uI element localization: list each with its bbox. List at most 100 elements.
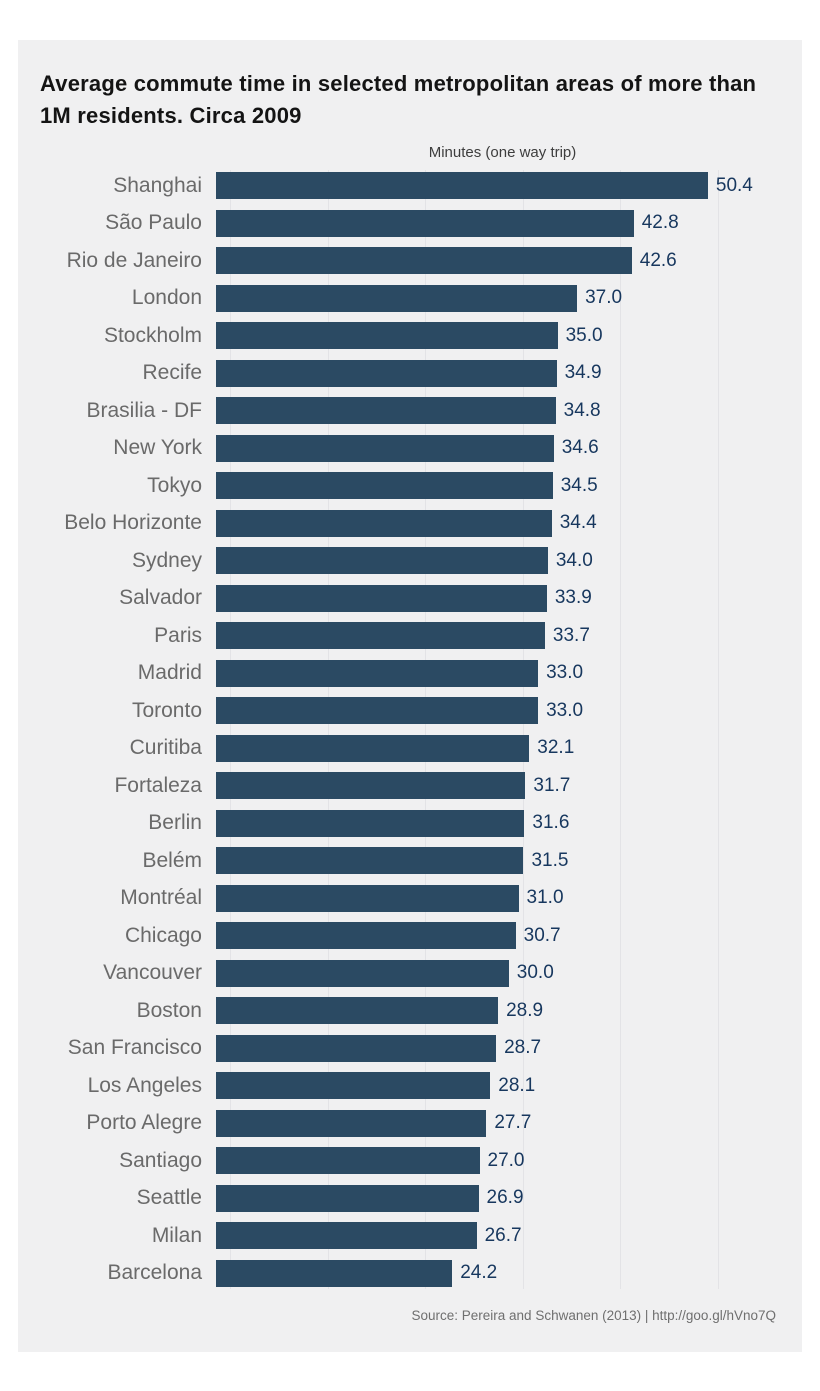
bar[interactable] — [216, 509, 552, 537]
bar[interactable] — [216, 922, 516, 950]
category-label: Toronto — [131, 698, 202, 722]
bar-track: 37.0 — [216, 279, 780, 317]
source-credit: Source: Pereira and Schwanen (2013) | ht… — [411, 1307, 777, 1323]
chart-row: Santiago 27.0 — [40, 1142, 780, 1180]
bar-track: 31.7 — [216, 767, 780, 805]
bar[interactable] — [216, 659, 539, 687]
chart-row: Curitiba 32.1 — [40, 729, 780, 767]
value-label: 31.5 — [531, 849, 569, 871]
bar[interactable] — [216, 209, 634, 237]
bar[interactable] — [216, 884, 519, 912]
category-label: San Francisco — [67, 1036, 202, 1060]
chart-row: Belo Horizonte 34.4 — [40, 504, 780, 542]
bar-track: 34.8 — [216, 392, 780, 430]
bar-track: 30.7 — [216, 917, 780, 955]
bar-track: 50.4 — [216, 167, 780, 205]
bar[interactable] — [216, 847, 524, 875]
bar[interactable] — [216, 172, 708, 200]
value-label: 28.1 — [498, 1074, 536, 1096]
chart-row: Fortaleza 31.7 — [40, 767, 780, 805]
chart-rows: Shanghai 50.4 São Paulo 42.8 Rio de Janeiro 4… — [40, 167, 780, 1292]
value-label: 31.7 — [533, 774, 571, 796]
category-label: Rio de Janeiro — [66, 248, 202, 272]
bar[interactable] — [216, 397, 556, 425]
category-label: Boston — [136, 998, 202, 1022]
bar[interactable] — [216, 809, 525, 837]
category-label: São Paulo — [105, 211, 202, 235]
category-label: Chicago — [124, 923, 202, 947]
bar[interactable] — [216, 1147, 480, 1175]
bar[interactable] — [216, 1072, 491, 1100]
chart-row: Montréal 31.0 — [40, 879, 780, 917]
bar-track: 24.2 — [216, 1254, 780, 1292]
bar[interactable] — [216, 434, 554, 462]
bar[interactable] — [216, 472, 553, 500]
chart-row: Los Angeles 28.1 — [40, 1067, 780, 1105]
value-label: 34.5 — [560, 474, 598, 496]
bar[interactable] — [216, 959, 509, 987]
bar-track: 34.4 — [216, 504, 780, 542]
category-label: Seattle — [136, 1186, 202, 1210]
bar[interactable] — [216, 997, 499, 1025]
value-label: 33.0 — [546, 662, 584, 684]
bar[interactable] — [216, 584, 547, 612]
value-label: 27.0 — [487, 1149, 525, 1171]
value-label: 33.7 — [552, 624, 590, 646]
chart-row: Milan 26.7 — [40, 1217, 780, 1255]
value-label: 26.9 — [486, 1187, 524, 1209]
value-label: 24.2 — [460, 1262, 498, 1284]
value-label: 30.0 — [516, 962, 554, 984]
category-label: Berlin — [148, 811, 202, 835]
chart-row: Paris 33.7 — [40, 617, 780, 655]
bar[interactable] — [216, 547, 548, 575]
bar[interactable] — [216, 734, 530, 762]
chart-row: Belém 31.5 — [40, 842, 780, 880]
bar[interactable] — [216, 1184, 479, 1212]
bar-track: 31.0 — [216, 879, 780, 917]
chart-row: Shanghai 50.4 — [40, 167, 780, 205]
bar-track: 33.0 — [216, 692, 780, 730]
category-label: Madrid — [137, 661, 202, 685]
bar[interactable] — [216, 359, 557, 387]
value-label: 50.4 — [715, 174, 753, 196]
bar[interactable] — [216, 1222, 477, 1250]
chart-row: Boston 28.9 — [40, 992, 780, 1030]
bar-track: 31.5 — [216, 842, 780, 880]
category-label: Sydney — [131, 548, 202, 572]
value-label: 27.7 — [494, 1112, 532, 1134]
bar-track: 34.5 — [216, 467, 780, 505]
bar[interactable] — [216, 1109, 487, 1137]
bar[interactable] — [216, 1259, 453, 1287]
bar[interactable] — [216, 622, 545, 650]
bar-track: 26.7 — [216, 1217, 780, 1255]
category-label: Fortaleza — [114, 773, 202, 797]
bar[interactable] — [216, 772, 526, 800]
chart-row: London 37.0 — [40, 279, 780, 317]
bar-track: 33.9 — [216, 579, 780, 617]
bar[interactable] — [216, 322, 558, 350]
category-label: Shanghai — [113, 173, 202, 197]
chart-row: New York 34.6 — [40, 429, 780, 467]
bar[interactable] — [216, 1034, 497, 1062]
value-label: 34.4 — [559, 512, 597, 534]
bar[interactable] — [216, 284, 578, 312]
bar-track: 42.8 — [216, 204, 780, 242]
chart-row: Sydney 34.0 — [40, 542, 780, 580]
axis-title: Minutes (one way trip) — [428, 143, 577, 161]
bar[interactable] — [216, 697, 539, 725]
bar-track: 42.6 — [216, 242, 780, 280]
bar[interactable] — [216, 247, 632, 275]
category-label: London — [131, 286, 202, 310]
category-label: Paris — [154, 623, 202, 647]
category-label: Stockholm — [103, 323, 202, 347]
category-label: Salvador — [119, 586, 202, 610]
bar-track: 26.9 — [216, 1179, 780, 1217]
category-label: Tokyo — [147, 473, 202, 497]
chart-row: Porto Alegre 27.7 — [40, 1104, 780, 1142]
bar-track: 34.6 — [216, 429, 780, 467]
bar-track: 35.0 — [216, 317, 780, 355]
category-label: Brasilia - DF — [86, 398, 202, 422]
bar-track: 31.6 — [216, 804, 780, 842]
chart-row: Berlin 31.6 — [40, 804, 780, 842]
value-label: 28.7 — [504, 1037, 542, 1059]
